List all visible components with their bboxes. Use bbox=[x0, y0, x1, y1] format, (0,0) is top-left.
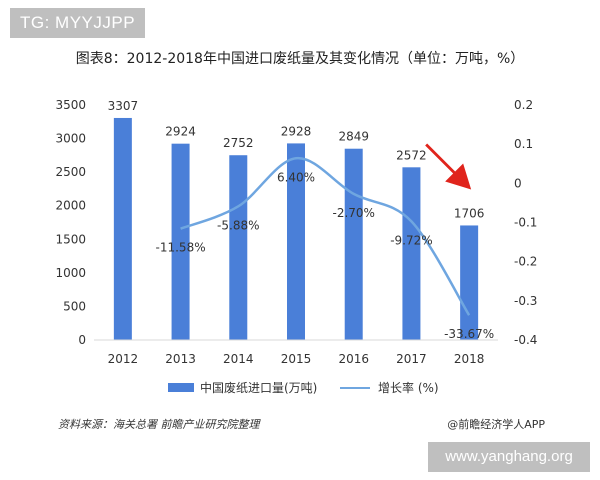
y-right-tick-label: -0.4 bbox=[514, 333, 537, 347]
bar-value-label: 2849 bbox=[338, 130, 369, 144]
bar-2013 bbox=[171, 143, 190, 340]
chart-title: 图表8：2012-2018年中国进口废纸量及其变化情况（单位：万吨，%） bbox=[75, 51, 525, 67]
y-right-tick-label: 0 bbox=[514, 176, 522, 190]
y-left-tick-label: 1000 bbox=[55, 266, 86, 280]
x-tick-label: 2017 bbox=[396, 352, 427, 366]
bar-value-label: 2924 bbox=[165, 125, 196, 139]
y-left-tick-label: 1500 bbox=[55, 232, 86, 246]
legend-bar-swatch bbox=[168, 383, 194, 392]
x-tick-label: 2012 bbox=[108, 352, 139, 366]
bar-value-label: 2928 bbox=[281, 124, 312, 138]
legend-item-line: 增长率 (%) bbox=[340, 379, 439, 396]
chart-legend: 中国废纸进口量(万吨) 增长率 (%) bbox=[0, 379, 600, 399]
x-tick-label: 2013 bbox=[165, 352, 196, 366]
y-right-tick-label: -0.3 bbox=[514, 294, 537, 308]
y-left-tick-label: 2500 bbox=[55, 165, 86, 179]
legend-line-label: 增长率 (%) bbox=[378, 381, 439, 395]
y-left-tick-label: 0 bbox=[78, 333, 86, 347]
growth-value-label: -5.88% bbox=[217, 218, 259, 232]
x-tick-label: 2018 bbox=[454, 352, 485, 366]
red-arrow-annotation bbox=[425, 143, 472, 190]
y-left-tick-label: 3000 bbox=[55, 132, 86, 146]
growth-value-label: -11.58% bbox=[156, 241, 206, 255]
x-tick-label: 2014 bbox=[223, 352, 254, 366]
bar-value-label: 2572 bbox=[396, 148, 427, 162]
growth-value-label: 6.40% bbox=[277, 170, 315, 184]
bar-2012 bbox=[113, 117, 132, 340]
y-right-tick-label: 0.2 bbox=[514, 98, 533, 112]
credit-note: @前瞻经济学人APP bbox=[447, 418, 545, 431]
bar-2014 bbox=[229, 155, 248, 340]
y-right-tick-label: -0.2 bbox=[514, 255, 537, 269]
bar-value-label: 1706 bbox=[454, 206, 485, 220]
y-right-tick-label: 0.1 bbox=[514, 137, 533, 151]
x-tick-label: 2015 bbox=[281, 352, 312, 366]
y-left-tick-label: 3500 bbox=[55, 98, 86, 112]
bar-2015 bbox=[287, 143, 305, 340]
source-note: 资料来源：海关总署 前瞻产业研究院整理 bbox=[58, 418, 260, 431]
bar-2017 bbox=[402, 167, 421, 340]
growth-value-label: -2.70% bbox=[332, 206, 374, 220]
y-left-tick-label: 500 bbox=[63, 299, 86, 313]
legend-item-bar: 中国废纸进口量(万吨) bbox=[168, 379, 317, 396]
bar-value-label: 2752 bbox=[223, 136, 254, 150]
growth-rate-line bbox=[180, 157, 471, 316]
watermark-badge: TG: MYYJJPP bbox=[10, 8, 146, 38]
bar-value-label: 3307 bbox=[108, 99, 139, 113]
y-right-tick-label: -0.1 bbox=[514, 216, 537, 230]
url-badge: www.yanghang.org bbox=[428, 442, 590, 472]
legend-bar-label: 中国废纸进口量(万吨) bbox=[200, 381, 318, 395]
bar-2016 bbox=[344, 148, 363, 340]
bar-2018 bbox=[460, 225, 479, 340]
growth-value-label: -33.67% bbox=[444, 327, 494, 341]
growth-value-label: -9.72% bbox=[390, 233, 432, 247]
y-left-tick-label: 2000 bbox=[55, 199, 86, 213]
x-tick-label: 2016 bbox=[338, 352, 369, 366]
legend-line-swatch bbox=[340, 386, 370, 389]
